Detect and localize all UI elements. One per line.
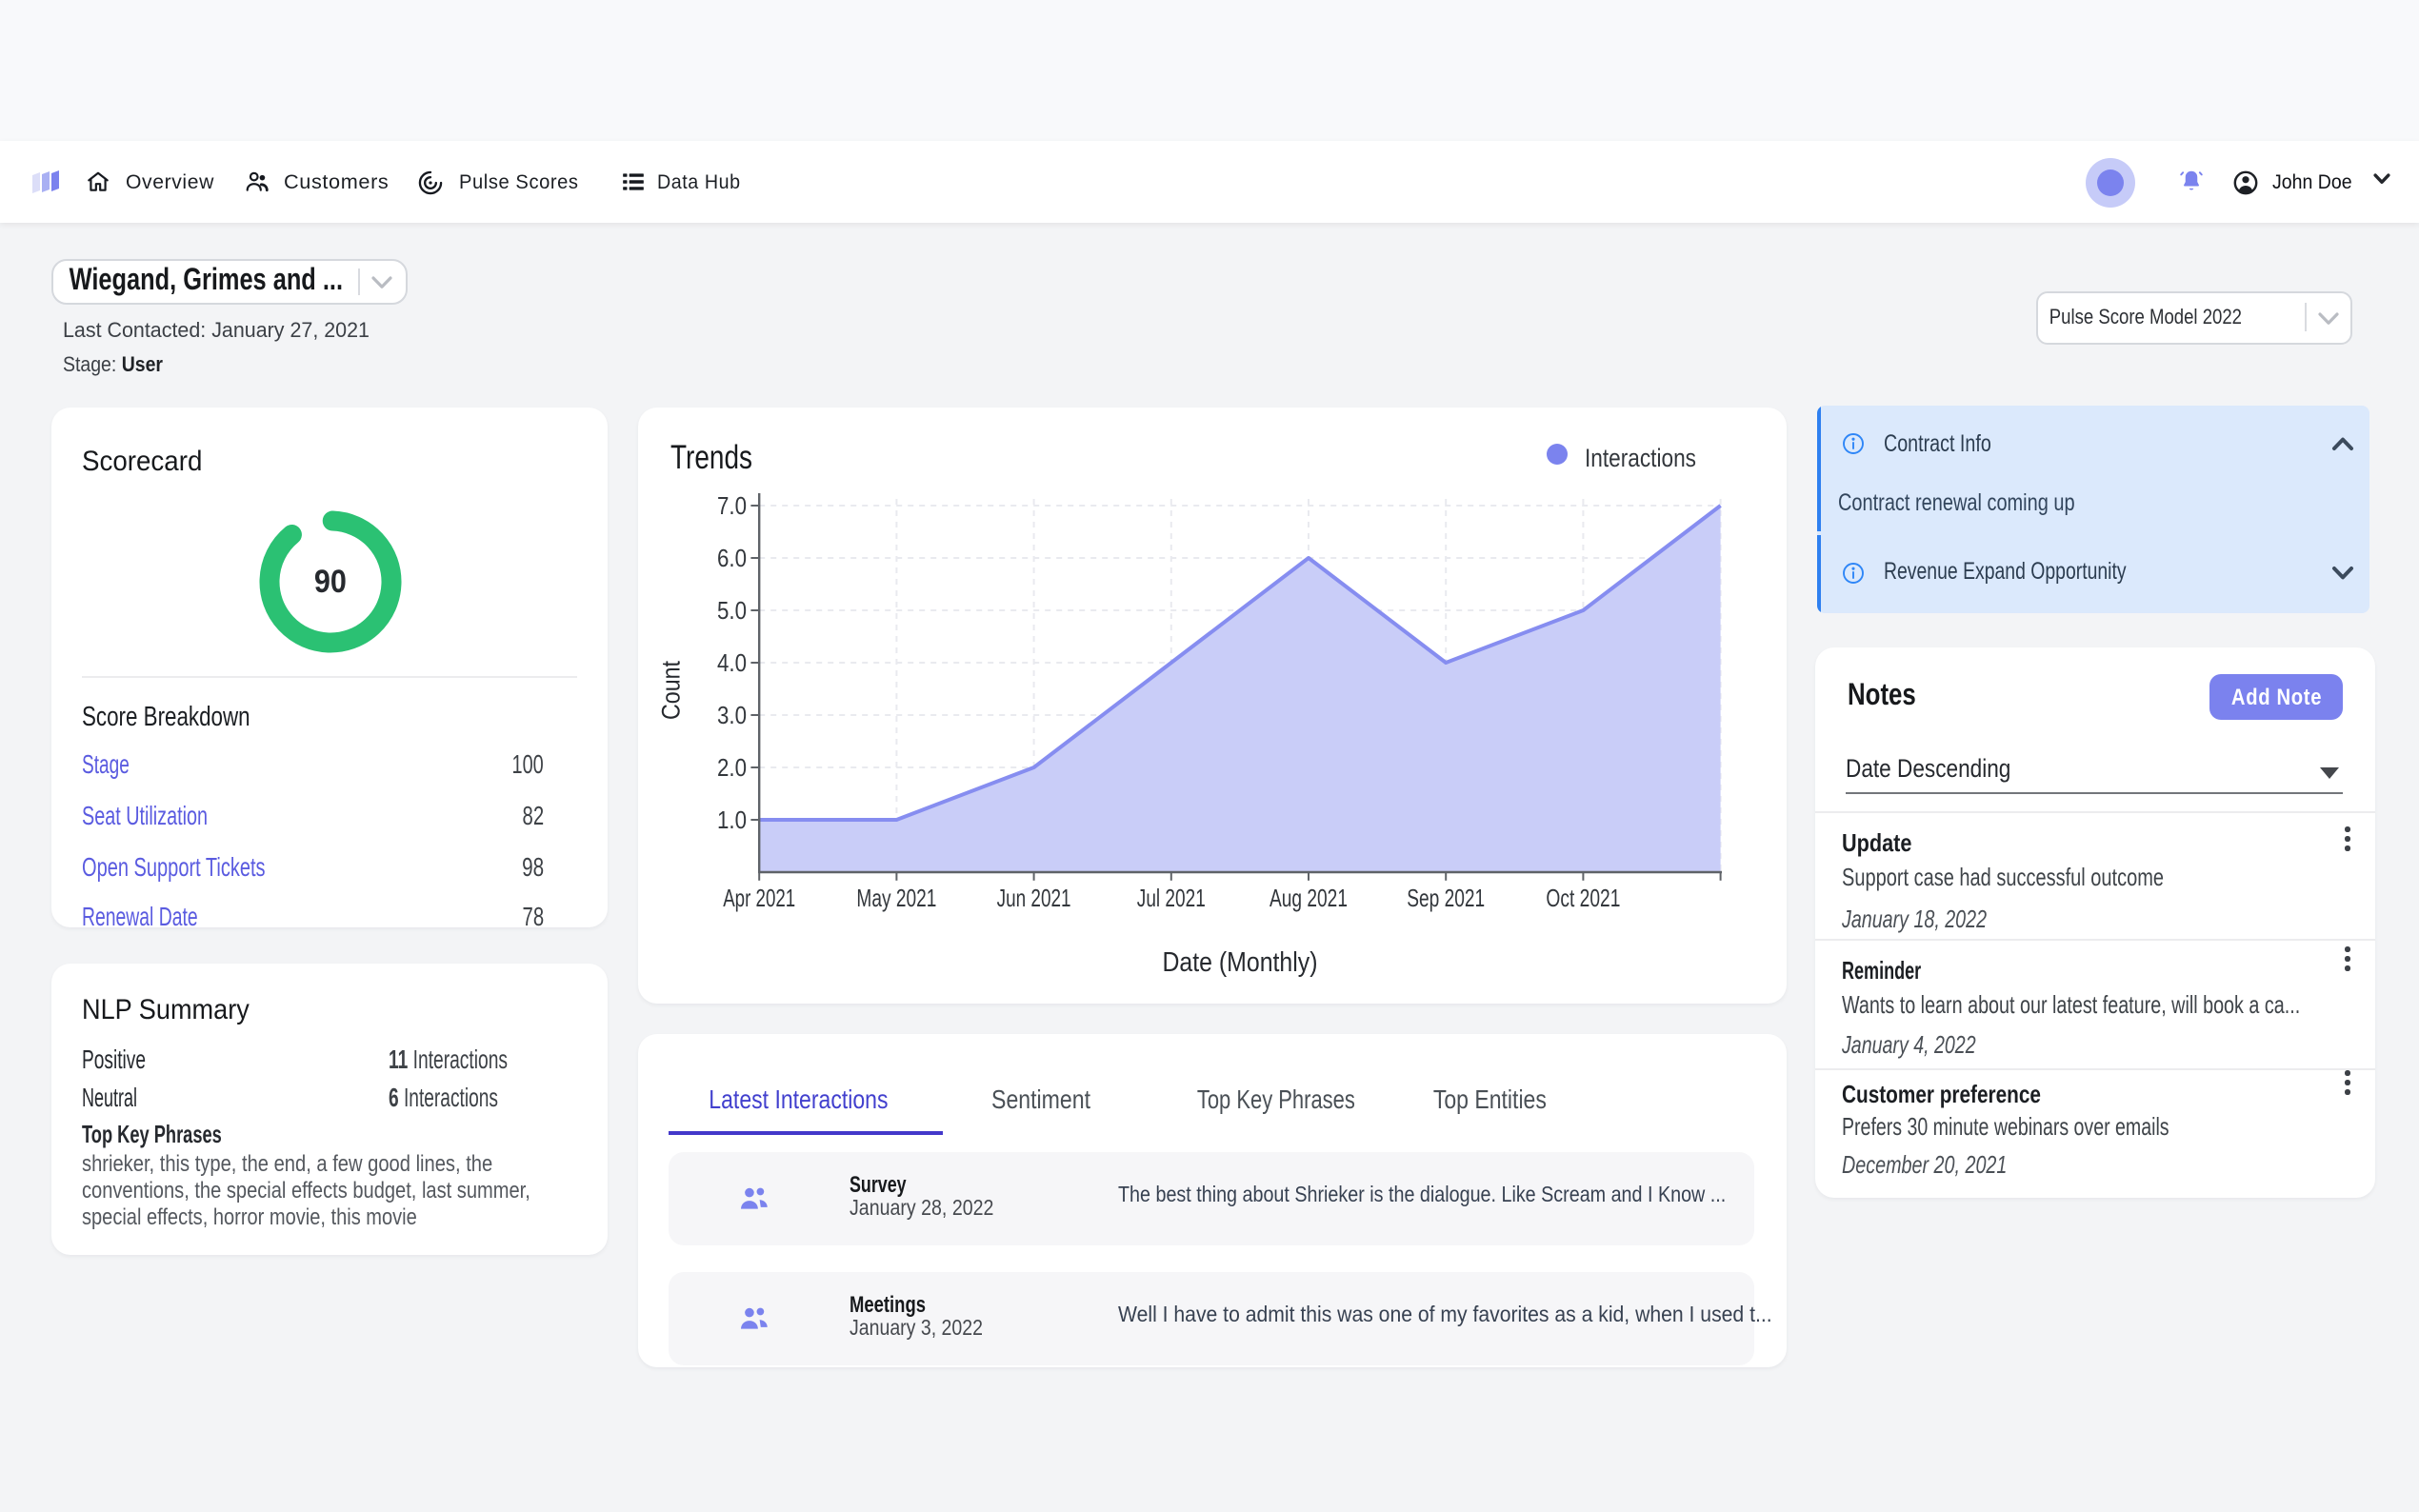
svg-text:2.0: 2.0 bbox=[717, 753, 747, 782]
svg-text:5.0: 5.0 bbox=[717, 596, 747, 625]
svg-text:Date (Monthly): Date (Monthly) bbox=[1162, 947, 1317, 978]
svg-text:7.0: 7.0 bbox=[717, 491, 747, 520]
svg-text:3.0: 3.0 bbox=[717, 701, 747, 729]
svg-text:Aug 2021: Aug 2021 bbox=[1269, 884, 1348, 912]
svg-text:Jun 2021: Jun 2021 bbox=[997, 884, 1071, 912]
svg-text:1.0: 1.0 bbox=[717, 806, 747, 834]
svg-text:Count: Count bbox=[656, 661, 685, 720]
svg-text:May 2021: May 2021 bbox=[856, 884, 936, 912]
svg-text:Oct 2021: Oct 2021 bbox=[1546, 884, 1620, 912]
svg-text:Jul 2021: Jul 2021 bbox=[1137, 884, 1206, 912]
svg-text:4.0: 4.0 bbox=[717, 648, 747, 677]
svg-text:Sep 2021: Sep 2021 bbox=[1407, 884, 1485, 912]
svg-text:Apr 2021: Apr 2021 bbox=[723, 884, 795, 912]
svg-text:6.0: 6.0 bbox=[717, 544, 747, 572]
